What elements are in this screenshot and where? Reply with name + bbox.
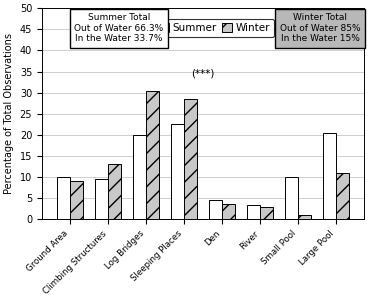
Legend: Summer, Winter: Summer, Winter [155, 19, 274, 37]
Bar [70, 182, 83, 219]
Bar [298, 215, 311, 219]
Text: Winter Total
Out of Water 85%
In the Water 15%: Winter Total Out of Water 85% In the Wat… [280, 14, 361, 43]
Bar [209, 200, 222, 219]
Bar [171, 124, 184, 219]
Bar [132, 135, 146, 219]
Bar [108, 164, 121, 219]
Text: Summer Total
Out of Water 66.3%
In the Water 33.7%: Summer Total Out of Water 66.3% In the W… [74, 14, 163, 43]
Bar [323, 133, 336, 219]
Bar [146, 91, 159, 219]
Bar [57, 177, 70, 219]
Y-axis label: Percentage of Total Observations: Percentage of Total Observations [4, 33, 14, 194]
Bar [95, 179, 108, 219]
Bar [260, 207, 273, 219]
Bar [184, 99, 197, 219]
Bar [336, 173, 349, 219]
Bar [222, 204, 235, 219]
Bar [247, 205, 260, 219]
Bar [284, 177, 298, 219]
Text: (***): (***) [191, 69, 215, 79]
